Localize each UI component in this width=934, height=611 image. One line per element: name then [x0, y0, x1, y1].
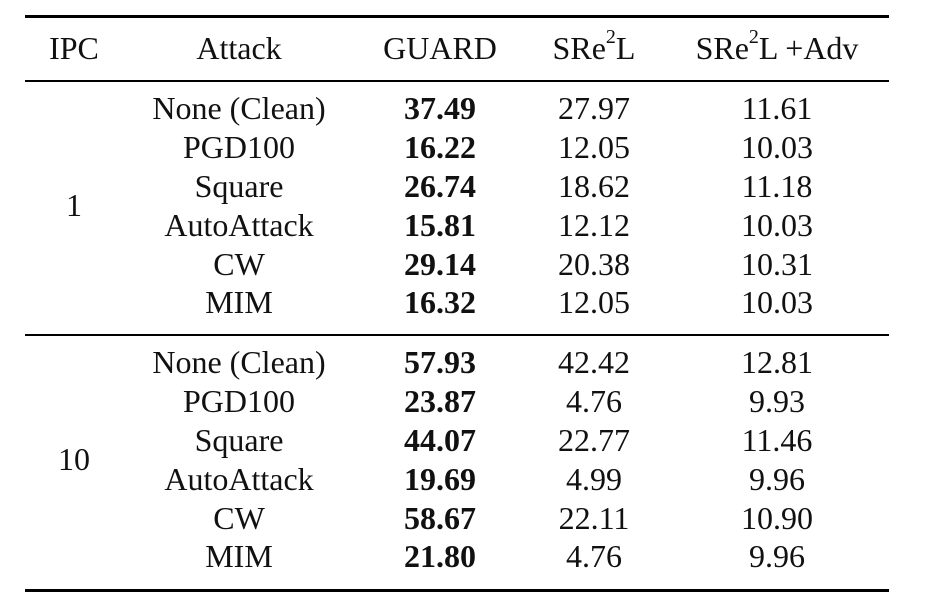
sre2l-cell: 27.97 [558, 90, 630, 126]
sre2l-cell: 22.11 [558, 500, 630, 536]
attack-cell: AutoAttack [164, 207, 314, 243]
group-separator-rule [25, 334, 889, 336]
guard-cell: 29.14 [404, 246, 476, 282]
header-attack: Attack [196, 30, 282, 66]
sre2l-cell: 12.05 [558, 284, 630, 320]
attack-cell: None (Clean) [152, 344, 326, 380]
sre2l-adv-cell: 9.96 [749, 461, 805, 497]
sre2l-cell: 12.12 [558, 207, 630, 243]
guard-cell: 26.74 [404, 168, 476, 204]
sre2l-adv-cell: 10.03 [741, 284, 813, 320]
sre2l-adv-cell: 10.31 [741, 246, 813, 282]
sre2l-adv-cell: 10.03 [741, 207, 813, 243]
header-rule [25, 80, 889, 82]
sre2l-adv-cell: 11.46 [741, 422, 813, 458]
attack-cell: MIM [205, 538, 273, 574]
sre2l-cell: 4.76 [566, 538, 622, 574]
sre2l-cell: 12.05 [558, 129, 630, 165]
sre2l-adv-cell: 9.96 [749, 538, 805, 574]
sre2l-cell: 42.42 [558, 344, 630, 380]
sre2l-cell: 4.76 [566, 383, 622, 419]
bottom-rule [25, 589, 889, 592]
attack-cell: CW [213, 500, 265, 536]
sre2l-adv-cell: 10.03 [741, 129, 813, 165]
group-ipc-label: 1 [66, 187, 82, 223]
guard-cell: 57.93 [404, 344, 476, 380]
guard-cell: 58.67 [404, 500, 476, 536]
sre2l-adv-cell: 11.18 [741, 168, 813, 204]
guard-cell: 23.87 [404, 383, 476, 419]
attack-cell: Square [194, 168, 284, 204]
sre2l-adv-cell: 10.90 [741, 500, 813, 536]
guard-cell: 19.69 [404, 461, 476, 497]
header-sre2l-adv: SRe2L +Adv [695, 26, 859, 66]
guard-cell: 16.22 [404, 129, 476, 165]
sre2l-cell: 22.77 [558, 422, 630, 458]
guard-cell: 15.81 [404, 207, 476, 243]
sre2l-cell: 20.38 [558, 246, 630, 282]
attack-cell: MIM [205, 284, 273, 320]
attack-cell: PGD100 [182, 383, 296, 419]
header-ipc: IPC [49, 30, 99, 66]
guard-cell: 21.80 [404, 538, 476, 574]
attack-cell: None (Clean) [152, 90, 326, 126]
sre2l-adv-cell: 12.81 [741, 344, 813, 380]
guard-cell: 44.07 [404, 422, 476, 458]
attack-cell: Square [194, 422, 284, 458]
group-ipc-label: 10 [58, 441, 90, 477]
header-sre2l: SRe2L [552, 26, 636, 66]
attack-cell: AutoAttack [164, 461, 314, 497]
guard-cell: 37.49 [404, 90, 476, 126]
attack-cell: CW [213, 246, 265, 282]
top-rule [25, 15, 889, 18]
attack-cell: PGD100 [182, 129, 296, 165]
sre2l-adv-cell: 9.93 [749, 383, 805, 419]
sre2l-cell: 18.62 [558, 168, 630, 204]
header-guard: GUARD [383, 30, 497, 66]
sre2l-adv-cell: 11.61 [741, 90, 813, 126]
sre2l-cell: 4.99 [566, 461, 622, 497]
guard-cell: 16.32 [404, 284, 476, 320]
